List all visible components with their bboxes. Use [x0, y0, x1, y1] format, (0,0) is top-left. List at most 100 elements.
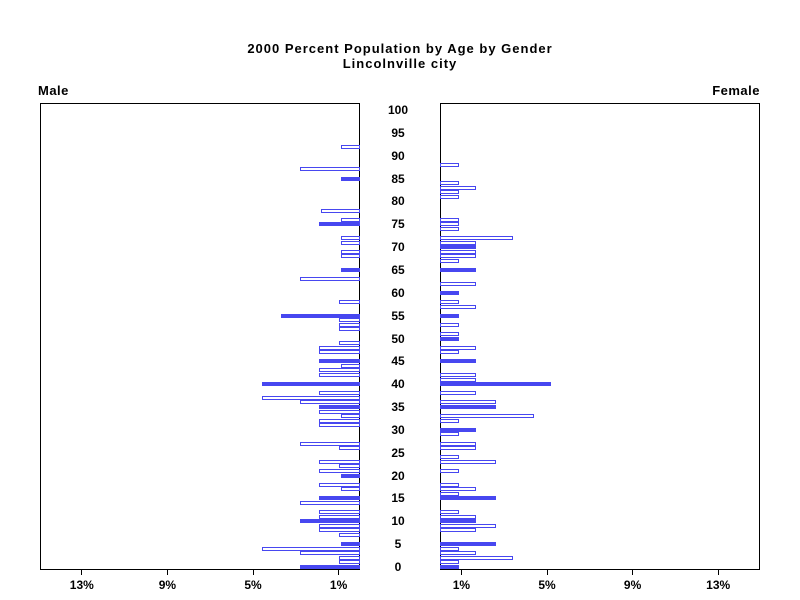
bar-male-age-54	[339, 318, 360, 323]
bar-male-age-26	[339, 446, 360, 451]
bar-male-age-87	[300, 167, 360, 172]
bar-female-age-3	[440, 551, 476, 556]
bar-male-age-52	[339, 327, 360, 332]
bar-female-age-83	[440, 185, 476, 190]
male-tick-mark-9%	[166, 570, 168, 575]
male-tick-label-5%: 5%	[244, 578, 262, 592]
bar-male-age-21	[319, 469, 360, 474]
bar-male-age-3	[300, 551, 360, 556]
bar-female-age-60	[440, 290, 459, 295]
bar-male-age-4	[262, 546, 360, 551]
bar-male-age-9	[319, 523, 360, 528]
bar-male-age-75	[319, 222, 360, 227]
bar-female-age-50	[440, 336, 459, 341]
bar-male-age-22	[339, 464, 360, 469]
bar-female-age-33	[440, 414, 534, 419]
bar-female-age-47	[440, 350, 459, 355]
bar-female-age-70	[440, 245, 476, 250]
bar-female-age-30	[440, 427, 476, 432]
bar-female-age-82	[440, 190, 459, 195]
bar-female-age-75	[440, 222, 459, 227]
age-label-40: 40	[391, 377, 405, 392]
female-tick-mark-13%	[717, 570, 719, 575]
bar-male-age-8	[319, 528, 360, 533]
bar-male-age-37	[262, 395, 360, 400]
bar-female-age-42	[440, 373, 476, 378]
male-tick-mark-13%	[81, 570, 83, 575]
bar-female-age-68	[440, 254, 476, 259]
age-label-60: 60	[391, 285, 405, 300]
bar-male-age-78	[321, 208, 360, 213]
bar-male-age-20	[341, 473, 360, 478]
bar-female-age-0	[440, 565, 459, 569]
bar-female-age-35	[440, 405, 496, 410]
bar-male-age-68	[341, 254, 360, 259]
bar-female-age-1	[440, 560, 459, 565]
bar-male-age-65	[341, 267, 360, 272]
bar-male-age-85	[341, 176, 360, 181]
bar-male-age-71	[341, 240, 360, 245]
bar-female-age-36	[440, 400, 496, 405]
female-tick-label-5%: 5%	[538, 578, 556, 592]
bar-female-age-17	[440, 487, 476, 492]
bar-female-age-84	[440, 181, 459, 186]
age-label-0: 0	[394, 560, 402, 574]
age-label-15: 15	[391, 491, 405, 506]
age-label-10: 10	[391, 514, 405, 529]
bar-female-age-62	[440, 281, 476, 286]
bar-male-age-7	[339, 533, 360, 537]
bar-male-age-76	[341, 217, 360, 222]
male-tick-mark-5%	[252, 570, 254, 575]
bar-female-age-40	[440, 382, 551, 387]
bar-male-age-15	[319, 496, 360, 501]
male-tick-label-1%: 1%	[329, 578, 348, 592]
bar-female-age-32	[440, 418, 459, 423]
male-tick-mark-1%	[338, 570, 340, 575]
bar-female-age-72	[440, 235, 513, 240]
bar-male-age-12	[319, 510, 360, 515]
bar-male-age-5	[341, 542, 360, 547]
bar-male-age-1	[339, 560, 360, 565]
bar-female-age-67	[440, 258, 459, 263]
bar-male-age-11	[319, 514, 360, 519]
female-panel	[440, 103, 760, 570]
bar-female-age-53	[440, 322, 459, 327]
age-label-85: 85	[391, 171, 405, 186]
age-label-80: 80	[391, 194, 405, 209]
age-label-70: 70	[391, 240, 405, 255]
bar-female-age-48	[440, 345, 476, 350]
bar-female-age-45	[440, 359, 476, 364]
bar-female-age-58	[440, 299, 459, 304]
age-label-95: 95	[391, 125, 405, 140]
age-label-50: 50	[391, 331, 405, 346]
bar-male-age-10	[300, 519, 360, 524]
bar-male-age-47	[319, 350, 360, 355]
age-label-45: 45	[391, 354, 405, 369]
age-label-65: 65	[391, 262, 405, 277]
bar-female-age-2	[440, 555, 513, 560]
bar-female-age-11	[440, 514, 476, 519]
bar-male-age-49	[339, 341, 360, 346]
bar-male-age-27	[300, 441, 360, 446]
bar-male-age-44	[341, 363, 360, 368]
bar-female-age-18	[440, 482, 459, 487]
age-label-30: 30	[391, 422, 405, 437]
bar-female-age-10	[440, 519, 476, 524]
bar-male-age-72	[341, 235, 360, 240]
age-label-5: 5	[394, 537, 402, 552]
bar-male-age-43	[319, 368, 360, 373]
female-tick-mark-5%	[546, 570, 548, 575]
bar-male-age-18	[319, 482, 360, 487]
bar-male-age-48	[319, 345, 360, 350]
bar-female-age-15	[440, 496, 496, 501]
bar-male-age-17	[341, 487, 360, 492]
age-label-75: 75	[391, 217, 405, 232]
male-panel-label: Male	[38, 83, 69, 98]
female-tick-label-9%: 9%	[623, 578, 642, 592]
bar-male-age-32	[319, 418, 360, 423]
female-tick-mark-1%	[460, 570, 462, 575]
bar-female-age-23	[440, 459, 496, 464]
bar-male-age-58	[339, 299, 360, 304]
age-label-55: 55	[391, 308, 405, 323]
